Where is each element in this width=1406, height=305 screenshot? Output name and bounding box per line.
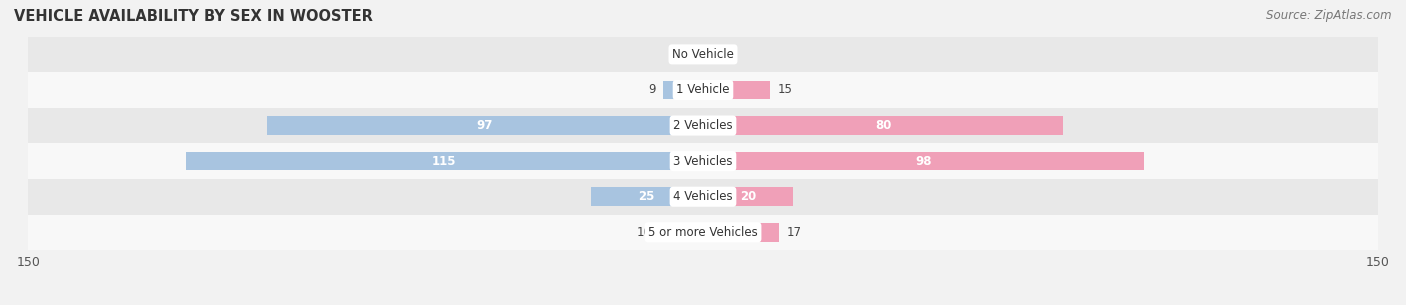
Bar bbox=[28, 108, 1378, 143]
Text: 1 Vehicle: 1 Vehicle bbox=[676, 84, 730, 96]
Text: 9: 9 bbox=[648, 84, 655, 96]
Text: No Vehicle: No Vehicle bbox=[672, 48, 734, 61]
Bar bbox=[28, 143, 1378, 179]
Bar bbox=[267, 116, 703, 135]
Text: VEHICLE AVAILABILITY BY SEX IN WOOSTER: VEHICLE AVAILABILITY BY SEX IN WOOSTER bbox=[14, 9, 373, 24]
Bar bbox=[28, 179, 1378, 214]
Bar bbox=[703, 116, 1063, 135]
Bar bbox=[186, 152, 703, 170]
Text: 4 Vehicles: 4 Vehicles bbox=[673, 190, 733, 203]
Bar bbox=[703, 188, 793, 206]
Bar bbox=[658, 223, 703, 242]
Bar bbox=[28, 72, 1378, 108]
Text: 97: 97 bbox=[477, 119, 494, 132]
Text: 17: 17 bbox=[786, 226, 801, 239]
Text: 2 Vehicles: 2 Vehicles bbox=[673, 119, 733, 132]
Text: 0: 0 bbox=[686, 48, 695, 61]
Bar bbox=[703, 223, 779, 242]
Legend: Male, Female: Male, Female bbox=[633, 303, 773, 305]
Text: 0: 0 bbox=[711, 48, 720, 61]
Text: 20: 20 bbox=[740, 190, 756, 203]
Text: 5 or more Vehicles: 5 or more Vehicles bbox=[648, 226, 758, 239]
Text: 3 Vehicles: 3 Vehicles bbox=[673, 155, 733, 168]
Bar bbox=[662, 81, 703, 99]
Bar bbox=[591, 188, 703, 206]
Bar bbox=[28, 214, 1378, 250]
Text: 15: 15 bbox=[778, 84, 792, 96]
Text: Source: ZipAtlas.com: Source: ZipAtlas.com bbox=[1267, 9, 1392, 22]
Text: 80: 80 bbox=[875, 119, 891, 132]
Bar bbox=[703, 81, 770, 99]
Bar bbox=[28, 37, 1378, 72]
Text: 115: 115 bbox=[432, 155, 457, 168]
Text: 25: 25 bbox=[638, 190, 655, 203]
Text: 98: 98 bbox=[915, 155, 932, 168]
Text: 10: 10 bbox=[637, 226, 651, 239]
Bar bbox=[703, 152, 1144, 170]
